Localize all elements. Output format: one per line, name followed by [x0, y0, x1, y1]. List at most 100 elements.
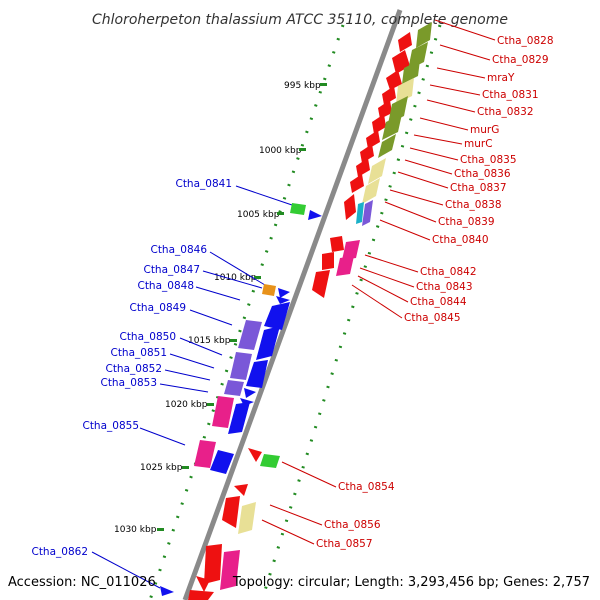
gene-block	[396, 78, 414, 104]
gene-label: Ctha_0850	[119, 331, 176, 343]
gene-label: Ctha_0845	[404, 312, 461, 324]
gene-label: Ctha_0840	[432, 234, 489, 246]
gene-label: murG	[470, 124, 499, 136]
gene-arrow	[196, 576, 210, 592]
gene-label: Ctha_0828	[497, 35, 554, 47]
genome-summary-text: Topology: circular; Length: 3,293,456 bp…	[232, 575, 590, 590]
gene-block	[224, 380, 244, 396]
gene-label: Ctha_0841	[175, 178, 232, 190]
ruler-tick	[230, 339, 237, 342]
gene-arrow	[222, 496, 240, 528]
gene-block	[194, 440, 216, 468]
ruler-label: 1025 kbp	[140, 463, 183, 473]
ruler-label: 1000 kbp	[259, 146, 302, 156]
gene-block	[416, 22, 432, 48]
ruler-tick	[207, 403, 214, 406]
ruler-label: 1030 kbp	[114, 525, 157, 535]
gene-label: Ctha_0854	[338, 481, 395, 493]
gene-arrow	[356, 158, 370, 177]
gene-arrow	[210, 450, 234, 474]
gene-label: Ctha_0847	[143, 264, 200, 276]
ruler-labels: 995 kbp 1000 kbp 1005 kbp 1010 kbp 1015 …	[114, 81, 321, 535]
ruler-label: 1005 kbp	[237, 210, 280, 220]
ruler-tick	[157, 528, 164, 531]
gene-label: Ctha_0843	[416, 281, 473, 293]
gene-block	[342, 240, 360, 260]
gene-label: Ctha_0837	[450, 182, 507, 194]
gene-block	[402, 60, 420, 84]
gene-arrow	[360, 144, 374, 163]
gene-block	[388, 96, 408, 124]
gene-label: Ctha_0842	[420, 266, 477, 278]
gene-arrow	[308, 210, 322, 220]
left-gene-features	[160, 203, 322, 596]
gene-label: Ctha_0835	[460, 154, 517, 166]
gene-label: Ctha_0852	[105, 363, 162, 375]
gene-arrow	[278, 288, 290, 298]
gene-block	[362, 200, 373, 226]
gene-label: Ctha_0831	[482, 89, 539, 101]
gene-block	[336, 256, 354, 276]
accession-text: Accession: NC_011026	[8, 575, 156, 590]
gene-arrow	[276, 296, 290, 304]
gene-arrow	[204, 544, 222, 584]
gene-arrow	[372, 114, 386, 134]
gene-arrow	[188, 590, 214, 600]
right-leader-lines	[261, 19, 496, 545]
gene-block	[212, 396, 234, 428]
genome-backbone	[182, 9, 403, 600]
left-leader-lines	[91, 185, 293, 589]
gene-block	[378, 134, 396, 158]
gene-block	[260, 454, 280, 468]
gene-arrow	[330, 236, 344, 252]
ruler-label: 995 kbp	[284, 81, 321, 91]
gene-block	[238, 502, 256, 534]
gene-arrow	[234, 484, 248, 496]
ruler-label: 1020 kbp	[165, 400, 208, 410]
gene-block	[362, 178, 380, 204]
map-title: Chloroherpeton thalassium ATCC 35110, co…	[92, 12, 508, 28]
inner-tick-track	[260, 24, 442, 600]
gene-arrow	[344, 194, 356, 220]
gene-label: Ctha_0844	[410, 296, 467, 308]
ruler-tick	[182, 466, 189, 469]
gene-label: Ctha_0832	[477, 106, 534, 118]
gene-label: Ctha_0857	[316, 538, 373, 550]
gene-label: Ctha_0856	[324, 519, 381, 531]
gene-block	[220, 550, 240, 590]
ruler-tick	[277, 212, 284, 215]
gene-label: Ctha_0862	[31, 546, 88, 558]
gene-block	[382, 114, 402, 140]
gene-block	[238, 320, 262, 350]
gene-arrow	[386, 70, 402, 90]
ruler-tick	[299, 148, 306, 151]
gene-block	[408, 42, 428, 70]
gene-block	[356, 202, 364, 224]
gene-arrow	[366, 130, 380, 149]
gene-label: Ctha_0855	[82, 420, 139, 432]
ruler-major-ticks	[157, 83, 327, 531]
right-gene-labels: Ctha_0828 Ctha_0829 mraY Ctha_0831 Ctha_…	[316, 35, 554, 550]
outer-tick-track	[148, 24, 345, 600]
gene-arrow	[322, 252, 334, 270]
gene-block	[368, 158, 386, 184]
gene-arrow	[312, 270, 330, 298]
gene-label: Ctha_0846	[150, 244, 207, 256]
ruler-tick	[254, 276, 261, 279]
gene-label: murC	[464, 138, 493, 150]
gene-arrow	[228, 402, 250, 434]
gene-label: Ctha_0836	[454, 168, 511, 180]
gene-block	[262, 284, 276, 296]
gene-label: Ctha_0839	[438, 216, 495, 228]
gene-label: Ctha_0848	[137, 280, 194, 292]
gene-label: Ctha_0829	[492, 54, 549, 66]
ruler-label: 1010 kbp	[214, 273, 257, 283]
gene-label: Ctha_0838	[445, 199, 502, 211]
left-gene-labels: Ctha_0841 Ctha_0846 Ctha_0847 Ctha_0848 …	[31, 178, 232, 558]
gene-arrow	[160, 586, 174, 596]
gene-label: Ctha_0853	[100, 377, 157, 389]
gene-block	[230, 352, 252, 380]
right-gene-features	[188, 22, 432, 600]
gene-arrow	[244, 388, 256, 398]
